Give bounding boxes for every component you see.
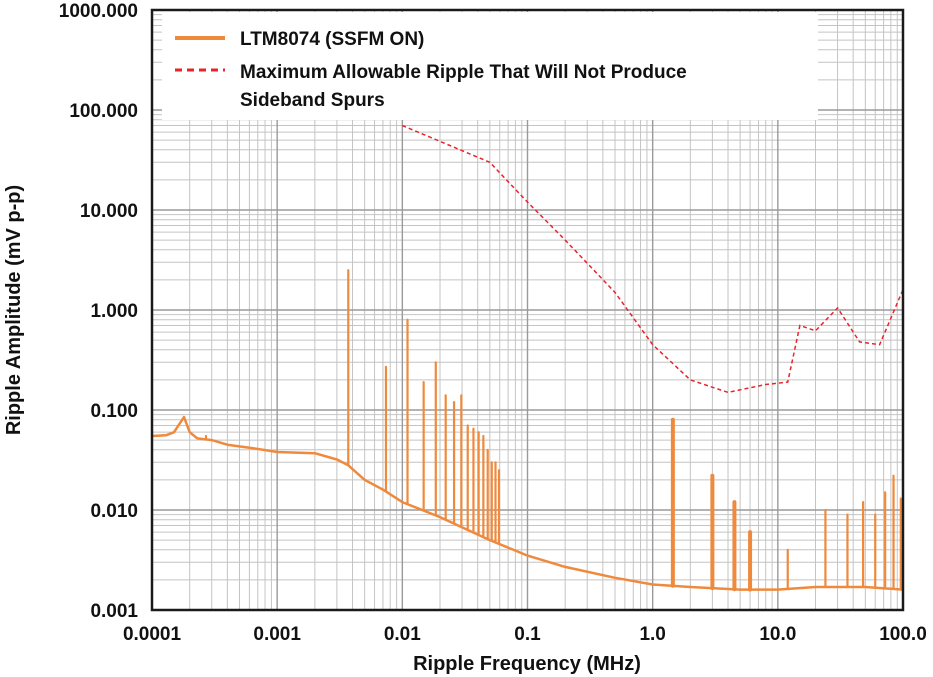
y-tick-label: 0.100 (90, 401, 138, 422)
x-axis-title: Ripple Frequency (MHz) (413, 653, 641, 675)
y-tick-label: 10.000 (80, 201, 138, 222)
legend-box (162, 12, 818, 120)
series-ltm8074-noise-floor (151, 415, 904, 591)
legend-label-ltm8074: LTM8074 (SSFM ON) (240, 29, 424, 50)
y-axis-title: Ripple Amplitude (mV p-p) (3, 185, 25, 435)
y-tick-label: 1000.000 (59, 1, 138, 22)
legend: LTM8074 (SSFM ON) Maximum Allowable Ripp… (162, 12, 818, 120)
series-max-allowable-ripple (402, 124, 904, 394)
x-tick-label: 0.0001 (123, 624, 182, 645)
plot-series (151, 124, 904, 592)
x-tick-label: 0.001 (253, 624, 301, 645)
y-tick-label: 100.000 (69, 101, 138, 122)
y-tick-label: 1.000 (90, 301, 138, 322)
y-axis-tick-labels: 0.001 0.010 0.100 1.000 10.000 100.000 1000.00… (59, 1, 139, 622)
plot-frame (150, 8, 905, 612)
x-tick-label: 1.0 (639, 624, 665, 645)
y-tick-label: 0.010 (90, 501, 138, 522)
x-axis-tick-labels: 0.0001 0.001 0.01 0.1 1.0 10.0 100.0 (123, 624, 927, 645)
x-tick-label: 0.1 (514, 624, 541, 645)
legend-label-max-ripple: Maximum Allowable Ripple That Will Not P… (240, 62, 692, 111)
x-tick-label: 100.0 (879, 624, 927, 645)
y-tick-label: 0.001 (90, 601, 138, 622)
x-tick-label: 10.0 (759, 624, 796, 645)
legend-label-max-ripple-line1: Maximum Allowable Ripple That Will Not P… (240, 62, 687, 83)
legend-label-max-ripple-line2: Sideband Spurs (240, 90, 385, 111)
x-tick-label: 0.01 (384, 624, 421, 645)
